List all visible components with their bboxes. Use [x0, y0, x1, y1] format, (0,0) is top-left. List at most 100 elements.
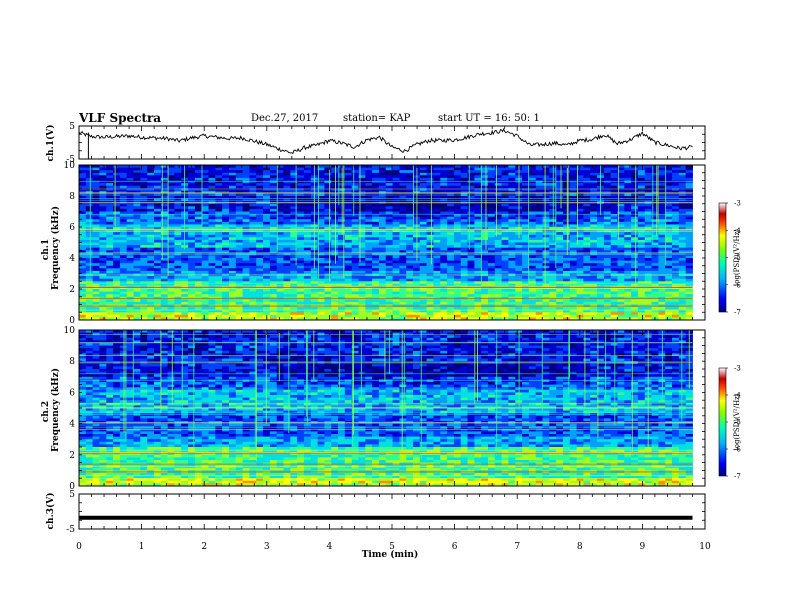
ch1-spectrogram-cell: [119, 211, 128, 215]
ch1-spectrogram-cell: [181, 263, 189, 267]
ch1-spectrogram-cell: [501, 219, 509, 223]
ch1-spectrogram-cell: [590, 291, 598, 295]
ch1-spectrogram-cell: [385, 203, 393, 207]
ch1-spectrogram-cell: [99, 242, 107, 246]
ch1-spectrogram-cell: [358, 258, 366, 261]
ch1-spectrogram-cell: [563, 211, 571, 215]
ch1-spectrogram-cell: [365, 281, 373, 285]
ch1-spectrogram-cell: [440, 263, 448, 267]
ch1-spectrogram-cell: [515, 237, 523, 241]
ch1-spectrogram-cell: [215, 260, 223, 264]
ch1-spectrogram-cell: [535, 268, 543, 272]
ch1-spectrogram-cell: [460, 177, 468, 181]
ch1-spectrogram-cell: [631, 208, 639, 212]
ch1-spectrogram-cell: [672, 172, 680, 176]
ch1-spectrogram-cell: [167, 185, 175, 189]
ch1-spectrogram-cell: [263, 206, 271, 210]
ch1-spectrogram-cell: [235, 278, 243, 282]
ch1-spectrogram-cell: [651, 188, 659, 192]
ch1-spectrogram-cell: [85, 216, 93, 220]
ch1-spectrogram-cell: [215, 172, 223, 176]
ch1-spectrogram-cell: [188, 172, 196, 176]
ch1-spectrogram-cell: [672, 234, 680, 238]
ch1-spectrogram-cell: [569, 188, 577, 192]
ch1-spectrogram-cell: [433, 183, 441, 187]
ch1-spectrogram-cell: [522, 255, 530, 259]
ch1-spectrogram-cell: [167, 294, 175, 298]
ch1-spectrogram-cell: [303, 258, 312, 261]
ch1-spectrogram-cell: [188, 278, 196, 282]
ch1-spectrogram-cell: [297, 203, 305, 207]
ch1-spectrogram-cell: [133, 208, 141, 212]
ch1-spectrogram-cell: [440, 247, 448, 251]
ch1-spectrogram-cell: [174, 221, 182, 225]
ch1-spectrogram-cell: [583, 227, 591, 230]
ch1-spectrogram-cell: [106, 208, 114, 212]
ch1-spectrogram-cell: [365, 211, 373, 215]
ch1-spectrogram-cell: [603, 208, 612, 212]
ch1-spectrogram-cell: [624, 258, 632, 261]
ch1-spectrogram-cell: [188, 268, 196, 272]
ch1-spectrogram-cell: [447, 245, 455, 249]
ch1-spectrogram-cell: [208, 260, 216, 264]
ch1-spectrogram-cell: [194, 299, 203, 303]
ch1-spectrogram-cell: [235, 232, 243, 236]
ch1-spectrogram-cell: [303, 206, 312, 210]
ch1-spectrogram-cell: [678, 170, 686, 174]
ch1-spectrogram-cell: [453, 245, 462, 249]
ch1-spectrogram-cell: [563, 208, 571, 212]
ch1-spectrogram-cell: [433, 258, 441, 261]
ch1-spectrogram-cell: [406, 260, 414, 264]
ch1-spectrogram-cell: [631, 232, 639, 236]
ch1-spectrogram-cell: [447, 286, 455, 290]
ch1-spectrogram-cell: [603, 268, 612, 272]
ch1-spectrogram-cell: [440, 237, 448, 241]
ch1-spectrogram-cell: [419, 206, 427, 210]
ch1-spectrogram-cell: [603, 175, 612, 179]
ch1-spectrogram-cell: [665, 214, 673, 218]
ch1-spectrogram-cell: [290, 234, 298, 238]
ch1-spectrogram-cell: [672, 211, 680, 215]
ch1-spectrogram-cell: [685, 185, 693, 189]
ch1-spectrogram-cell: [256, 219, 264, 223]
ch1-spectrogram-cell: [365, 291, 373, 295]
ch1-spectrogram-cell: [126, 177, 134, 181]
ch1-spectrogram-cell: [385, 250, 393, 254]
ch1-spectrogram-cell: [678, 289, 686, 292]
ch1-spectrogram-cell: [229, 172, 237, 176]
ch1-spectrogram-cell: [610, 299, 618, 303]
ch1-spectrogram-cell: [631, 245, 639, 249]
ch1-spectrogram-cell: [460, 203, 468, 207]
ch1-spectrogram-cell: [283, 260, 291, 264]
ch1-spectrogram-cell: [617, 276, 625, 280]
ch1-spectrogram-cell: [631, 214, 639, 218]
ch1-spectrogram-cell: [603, 188, 612, 192]
ch1-spectrogram-cell: [283, 211, 291, 215]
ch1-spectrogram-cell: [603, 214, 612, 218]
ch1-spectrogram-cell: [488, 170, 496, 174]
ch1-spectrogram-cell: [174, 183, 182, 187]
ch1-spectrogram-cell: [167, 299, 175, 303]
ch1-spectrogram-cell: [474, 289, 482, 292]
ch1-spectrogram-cell: [385, 196, 393, 199]
ch1-spectrogram-cell: [542, 265, 550, 269]
ch1-spectrogram-cell: [119, 239, 128, 243]
ch1-spectrogram-cell: [631, 177, 639, 181]
ch1-spectrogram-cell: [133, 170, 141, 174]
ch1-spectrogram-cell: [522, 219, 530, 223]
ch1-spectrogram-cell: [631, 291, 639, 295]
ch1-spectrogram-cell: [426, 263, 434, 267]
ch1-spectrogram-cell: [453, 196, 462, 199]
ch1-spectrogram-cell: [488, 232, 496, 236]
ch1-spectrogram-cell: [522, 286, 530, 290]
ch1-spectrogram-cell: [126, 265, 134, 269]
ch1-spectrogram-cell: [229, 265, 237, 269]
ch1-spectrogram-cell: [85, 239, 93, 243]
ch1-spectrogram-cell: [624, 208, 632, 212]
ch1-spectrogram-cell: [535, 294, 543, 298]
ch1-spectrogram-cell: [106, 203, 114, 207]
ch1-spectrogram-cell: [535, 221, 543, 225]
ch1-spectrogram-cell: [535, 177, 543, 181]
ch1-spectrogram-cell: [563, 216, 571, 220]
ch1-spectrogram-cell: [338, 268, 346, 272]
